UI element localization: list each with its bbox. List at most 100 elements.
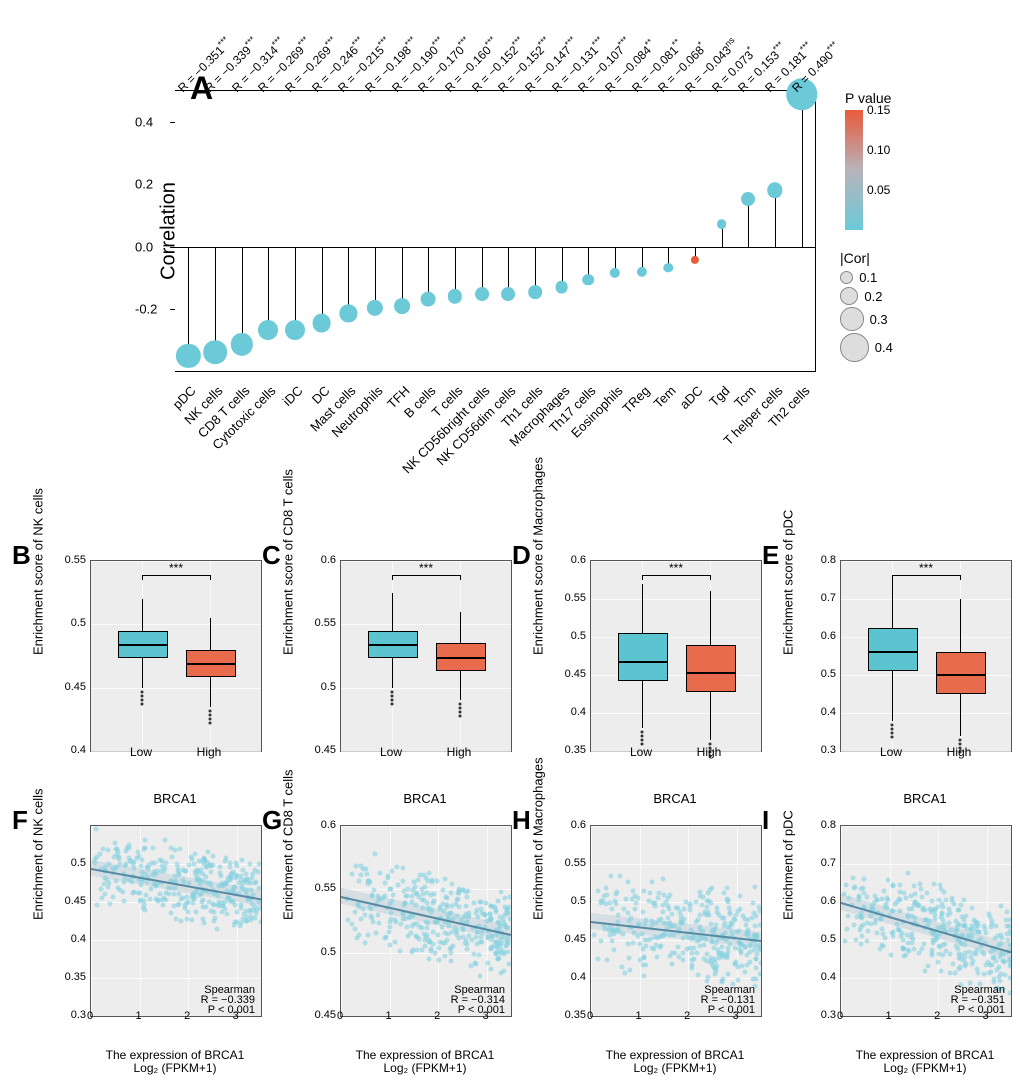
scatter-xtick: 1 <box>136 1010 142 1022</box>
boxplot-ylabel: Enrichment score of CD8 T cells <box>281 469 296 655</box>
scatter-xtick: 1 <box>886 1010 892 1022</box>
figure-root: ACorrelation-0.20.00.20.4pDCR = −0.351**… <box>10 10 1010 1072</box>
lollipop-dot <box>203 340 227 364</box>
boxplot-ytick: 0.3 <box>810 744 836 756</box>
scatter-xtick: 2 <box>934 1010 940 1022</box>
lollipop-dot <box>231 333 253 355</box>
cor-legend: |Cor|0.10.20.30.4 <box>840 250 940 364</box>
lollipop-dot <box>691 256 699 264</box>
lollipop-dot <box>367 300 383 316</box>
box-low <box>368 631 418 658</box>
lollipop-dot <box>637 267 647 277</box>
boxplot-xlabel: BRCA1 <box>840 791 1010 806</box>
lollipop-xtick: TReg <box>619 383 652 416</box>
panel-label: G <box>262 805 282 836</box>
boxplot-xlabel: BRCA1 <box>90 791 260 806</box>
boxplot-ytick: 0.5 <box>810 668 836 680</box>
lollipop-xtick: iDC <box>280 383 306 409</box>
scatter-xlabel: The expression of BRCA1Log₂ (FPKM+1) <box>90 1049 260 1075</box>
scatter-xtick: 3 <box>233 1010 239 1022</box>
scatter-ytick: 0.3 <box>60 1009 86 1021</box>
scatter-ytick: 0.4 <box>560 971 586 983</box>
panel-e: E***0.30.40.50.60.70.8Enrichment score o… <box>780 550 1020 810</box>
sig-text: *** <box>669 561 683 575</box>
panel-label: B <box>12 540 31 571</box>
scatter-ytick: 0.5 <box>560 895 586 907</box>
scatter-ytick: 0.55 <box>310 882 336 894</box>
scatter-area: SpearmanR = −0.314P < 0.001 <box>340 825 512 1017</box>
boxplot-ytick: 0.6 <box>560 554 586 566</box>
panel-i: ISpearmanR = −0.351P < 0.0010.30.40.50.6… <box>780 815 1020 1075</box>
boxplot-ytick: 0.55 <box>310 617 336 629</box>
boxplot-ytick: 0.45 <box>560 668 586 680</box>
boxplot-ytick: 0.8 <box>810 554 836 566</box>
boxplot-area: *** <box>90 560 262 752</box>
lollipop-ylabel: Correlation <box>157 182 180 280</box>
panel-label: D <box>512 540 531 571</box>
scatter-xtick: 0 <box>587 1010 593 1022</box>
scatter-xtick: 1 <box>636 1010 642 1022</box>
scatter-ytick: 0.4 <box>810 971 836 983</box>
panel-h: HSpearmanR = −0.131P < 0.0010.350.40.450… <box>530 815 770 1075</box>
lollipop-xtick: aDC <box>677 383 706 412</box>
scatter-ytick: 0.45 <box>310 1009 336 1021</box>
box-low <box>118 631 168 658</box>
panel-label: F <box>12 805 28 836</box>
panel-f: FSpearmanR = −0.339P < 0.0010.30.350.40.… <box>30 815 270 1075</box>
boxplot-area: *** <box>590 560 762 752</box>
boxplot-xtick: Low <box>630 745 652 759</box>
scatter-xlabel: The expression of BRCA1Log₂ (FPKM+1) <box>590 1049 760 1075</box>
lollipop-dot <box>340 305 357 322</box>
lollipop-dot <box>258 320 278 340</box>
panel-a: ACorrelation-0.20.00.20.4pDCR = −0.351**… <box>90 10 970 530</box>
scatter-ylabel: Enrichment of CD8 T cells <box>281 769 296 920</box>
boxplot-area: *** <box>840 560 1012 752</box>
boxplot-ylabel: Enrichment score of pDC <box>781 510 796 655</box>
boxplot-ytick: 0.4 <box>60 744 86 756</box>
boxplot-xlabel: BRCA1 <box>590 791 760 806</box>
panel-label: C <box>262 540 281 571</box>
sig-text: *** <box>419 561 433 575</box>
scatter-p: P < 0.001 <box>958 1004 1005 1016</box>
scatter-ytick: 0.45 <box>560 933 586 945</box>
boxplot-ytick: 0.6 <box>810 630 836 642</box>
lollipop-xtick: Tem <box>651 383 679 411</box>
scatter-xtick: 3 <box>733 1010 739 1022</box>
scatter-ytick: 0.45 <box>60 895 86 907</box>
lollipop-dot <box>528 285 542 299</box>
lollipop-dot <box>664 263 674 273</box>
scatter-p: P < 0.001 <box>708 1004 755 1016</box>
scatter-ytick: 0.5 <box>310 946 336 958</box>
lollipop-dot <box>741 192 755 206</box>
lollipop-ytick: 0.2 <box>135 177 153 192</box>
boxplot-ytick: 0.5 <box>60 617 86 629</box>
scatter-ytick: 0.7 <box>810 857 836 869</box>
scatter-p: P < 0.001 <box>208 1004 255 1016</box>
lollipop-dot <box>610 268 620 278</box>
lollipop-dot <box>767 183 782 198</box>
lollipop-dot <box>176 344 200 368</box>
boxplot-xtick: Low <box>880 745 902 759</box>
scatter-p: P < 0.001 <box>458 1004 505 1016</box>
panel-label: H <box>512 805 531 836</box>
boxplot-ylabel: Enrichment score of Macrophages <box>531 457 546 655</box>
boxplot-xtick: Low <box>130 745 152 759</box>
scatter-xtick: 3 <box>483 1010 489 1022</box>
panel-label: E <box>762 540 779 571</box>
boxplot-xlabel: BRCA1 <box>340 791 510 806</box>
lollipop-dot <box>421 292 436 307</box>
boxplot-ytick: 0.4 <box>810 706 836 718</box>
lollipop-xtick: Tgd <box>706 383 732 409</box>
scatter-ylabel: Enrichment of NK cells <box>31 789 46 921</box>
boxplot-xtick: Low <box>380 745 402 759</box>
boxplot-xtick: High <box>697 745 722 759</box>
lollipop-dot <box>583 274 595 286</box>
boxplot-ylabel: Enrichment score of NK cells <box>31 488 46 655</box>
scatter-ytick: 0.55 <box>560 857 586 869</box>
scatter-xtick: 0 <box>87 1010 93 1022</box>
panel-label: I <box>762 805 769 836</box>
scatter-xtick: 2 <box>434 1010 440 1022</box>
box-high <box>686 645 736 693</box>
boxplot-ytick: 0.45 <box>310 744 336 756</box>
scatter-xtick: 2 <box>184 1010 190 1022</box>
